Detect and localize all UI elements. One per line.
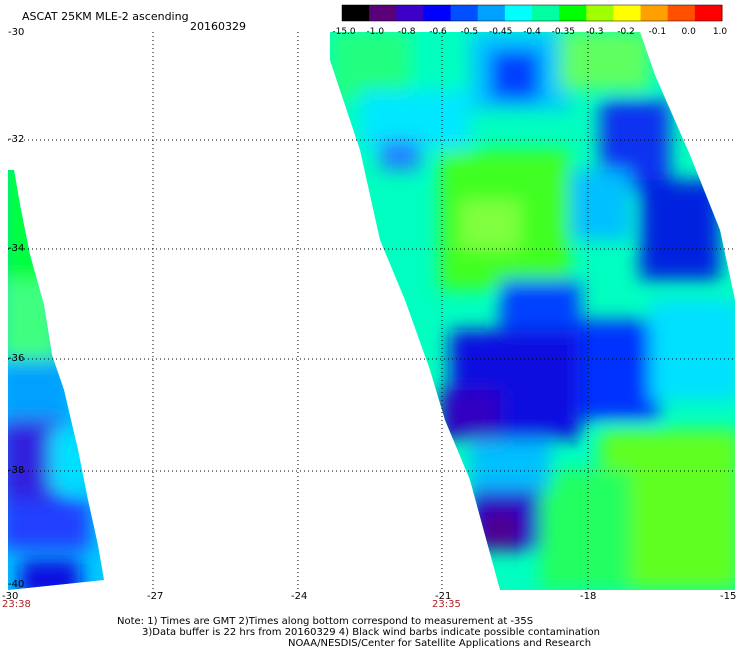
colorbar-swatch [640, 5, 669, 21]
lat-label: -32 [8, 134, 25, 145]
lon-label: -30 [2, 591, 19, 602]
colorbar-tick-label: 0.0 [681, 27, 696, 37]
colorbar-swatch [532, 5, 560, 21]
colorbar-tick-label: -0.3 [585, 27, 604, 37]
map-title: ASCAT 25KM MLE-2 ascending [22, 10, 189, 23]
colorbar [341, 4, 723, 22]
lon-label: -18 [580, 591, 597, 602]
lat-label: -40 [8, 579, 25, 590]
lat-lon-grid [8, 32, 735, 590]
colorbar-tick-label: -0.5 [460, 27, 479, 37]
lon-label: -21 [435, 591, 452, 602]
lat-label: -38 [8, 465, 25, 476]
colorbar-swatch [613, 5, 642, 21]
colorbar-swatch [559, 5, 587, 21]
colorbar-swatch [586, 5, 614, 21]
lat-label: -34 [8, 243, 25, 254]
lon-label: -15 [720, 591, 737, 602]
colorbar-swatch [423, 5, 452, 21]
note-line-1: Note: 1) Times are GMT 2)Times along bot… [117, 616, 534, 627]
colorbar-tick-label: 1.0 [712, 27, 728, 37]
swath-time-left: 23:38 [2, 599, 31, 610]
colorbar-swatch [504, 5, 533, 21]
map-date: 20160329 [190, 20, 246, 33]
colorbar-swatch [477, 5, 506, 21]
colorbar-swatch [667, 5, 696, 21]
colorbar-tick-label: -0.8 [397, 27, 416, 37]
colorbar-tick-label: -0.1 [648, 27, 667, 37]
colorbar-frame [341, 4, 723, 22]
right-swath [330, 32, 735, 590]
colorbar-tick-label: -0.4 [523, 27, 541, 37]
colorbar-swatch [342, 5, 370, 21]
lon-label: -27 [147, 591, 164, 602]
note-line-2: 3)Data buffer is 22 hrs from 20160329 4)… [142, 627, 600, 638]
left-swath [8, 170, 104, 590]
colorbar-swatch [396, 5, 424, 21]
note-line-3: NOAA/NESDIS/Center for Satellite Applica… [288, 638, 592, 649]
colorbar-swatch [450, 5, 479, 21]
colorbar-swatch [369, 5, 397, 21]
swath-time-right: 23:35 [432, 599, 461, 610]
colorbar-tick-label: -0.45 [489, 27, 513, 37]
lat-label: -36 [8, 353, 25, 364]
colorbar-tick-label: -0.2 [617, 27, 635, 37]
colorbar-tick-label: -15.0 [332, 27, 356, 37]
colorbar-tick-label: -1.0 [366, 27, 385, 37]
colorbar-tick-label: -0.35 [551, 27, 575, 37]
colorbar-tick-label: -0.6 [429, 27, 447, 37]
lat-label: -30 [8, 27, 25, 38]
lon-label: -24 [291, 591, 308, 602]
colorbar-swatch [694, 5, 723, 21]
